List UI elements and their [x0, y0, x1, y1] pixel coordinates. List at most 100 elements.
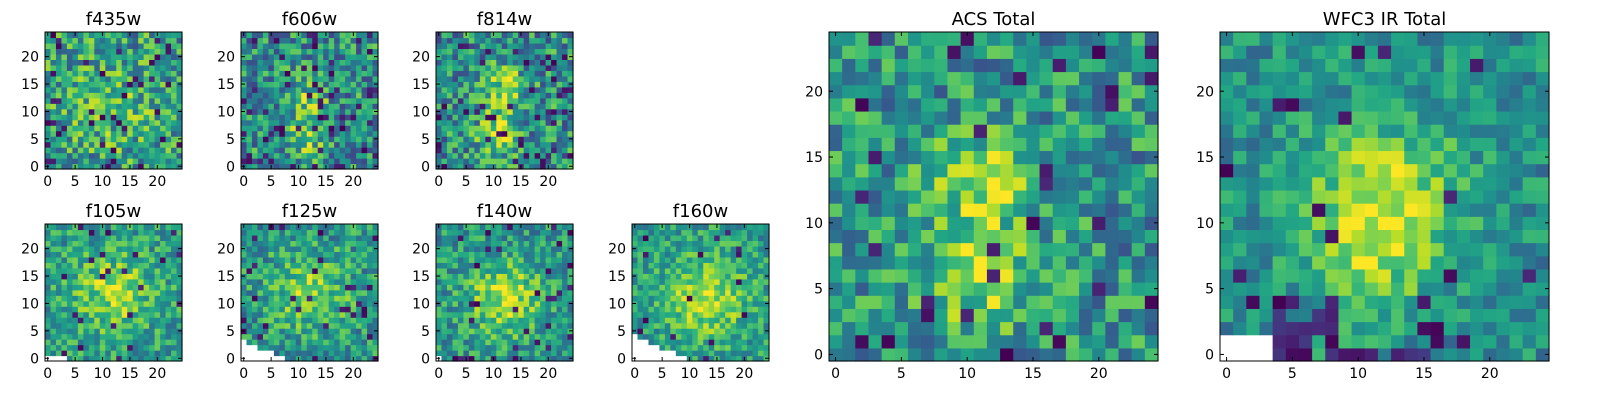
heatmap-cell: [45, 86, 52, 93]
x-tick-label: 20: [344, 174, 362, 190]
heatmap-cell: [350, 119, 357, 126]
heatmap-cell: [257, 289, 264, 296]
heatmap-cell: [545, 300, 552, 307]
heatmap-cell: [356, 32, 363, 39]
heatmap-cell: [143, 125, 150, 132]
heatmap-cell: [361, 278, 368, 285]
heatmap-cell: [61, 75, 68, 82]
heatmap-cell: [545, 278, 552, 285]
heatmap-cell: [251, 53, 259, 60]
heatmap-cell: [246, 295, 253, 302]
heatmap-cell: [973, 308, 988, 323]
heatmap-cell: [741, 273, 748, 280]
heatmap-cell: [446, 262, 454, 269]
heatmap-cell: [1144, 203, 1159, 217]
heatmap-cell: [960, 176, 975, 191]
heatmap-cell: [529, 119, 536, 126]
heatmap-cell: [241, 70, 248, 77]
heatmap-cell: [328, 158, 335, 165]
heatmap-cell: [72, 273, 79, 280]
heatmap-cell: [367, 163, 374, 170]
heatmap-cell: [567, 251, 574, 258]
heatmap-cell: [66, 141, 73, 148]
heatmap-cell: [262, 53, 269, 60]
heatmap-cell: [523, 48, 530, 55]
heatmap-cell: [301, 273, 308, 280]
heatmap-cell: [545, 119, 552, 126]
heatmap-cell: [345, 245, 352, 252]
heatmap-cell: [496, 59, 503, 66]
heatmap-cell: [474, 158, 481, 165]
heatmap-cell: [171, 158, 178, 165]
heatmap-cell: [50, 97, 57, 104]
heatmap-cell: [512, 262, 519, 269]
heatmap-cell: [66, 163, 73, 170]
heatmap-cell: [763, 322, 770, 329]
heatmap-cell: [262, 284, 269, 291]
heatmap-cell: [149, 152, 156, 159]
heatmap-cell: [441, 59, 448, 66]
heatmap-cell: [719, 262, 726, 269]
heatmap-cell: [143, 333, 150, 340]
heatmap-cell: [1092, 334, 1106, 349]
heatmap-cell: [1013, 163, 1027, 178]
heatmap-cell: [692, 344, 699, 351]
heatmap-cell: [77, 256, 84, 263]
heatmap-cell: [551, 103, 558, 110]
heatmap-cell: [556, 273, 563, 280]
heatmap-cell: [50, 317, 57, 324]
heatmap-cell: [110, 81, 117, 88]
heatmap-cell: [94, 70, 101, 77]
heatmap-cell: [741, 240, 748, 247]
heatmap-cell: [490, 251, 497, 258]
heatmap-cell: [105, 278, 112, 285]
heatmap-cell: [268, 311, 275, 318]
heatmap-cell: [290, 267, 297, 274]
heatmap-cell: [350, 273, 357, 280]
heatmap-cell: [306, 350, 313, 357]
heatmap-cell: [72, 339, 79, 346]
heatmap-cell: [317, 32, 324, 39]
heatmap-cell: [372, 224, 379, 231]
heatmap-cell: [50, 251, 57, 258]
heatmap-cell: [361, 300, 368, 307]
heatmap-cell: [485, 48, 492, 55]
heatmap-cell: [334, 147, 341, 154]
heatmap-cell: [55, 229, 63, 236]
heatmap-cell: [262, 86, 269, 93]
heatmap-cell: [246, 240, 253, 247]
heatmap-cell: [545, 103, 552, 110]
heatmap-cell: [719, 240, 726, 247]
heatmap-cell: [1144, 268, 1159, 283]
heatmap-cell: [545, 158, 552, 165]
heatmap-cell: [268, 48, 275, 55]
heatmap-cell: [257, 130, 264, 137]
heatmap-cell: [77, 273, 84, 280]
heatmap-cell: [686, 262, 693, 269]
heatmap-cell: [907, 163, 922, 178]
heatmap-cell: [295, 42, 302, 50]
heatmap-cell: [703, 339, 710, 346]
heatmap-cell: [523, 64, 530, 71]
heatmap-cell: [697, 229, 704, 236]
heatmap-cell: [94, 136, 101, 143]
heatmap-cell: [714, 295, 721, 302]
heatmap-cell: [317, 163, 324, 170]
heatmap-cell: [66, 136, 73, 143]
heatmap-cell: [463, 300, 470, 307]
heatmap-cell: [110, 59, 117, 66]
heatmap-cell: [290, 240, 297, 247]
heatmap-cell: [94, 256, 101, 263]
heatmap-cell: [463, 350, 470, 357]
heatmap-cell: [468, 81, 475, 88]
heatmap-cell: [372, 306, 379, 313]
heatmap-cell: [317, 245, 324, 252]
heatmap-cell: [279, 311, 286, 318]
heatmap-cell: [446, 333, 454, 340]
heatmap-cell: [176, 229, 183, 236]
y-tick-label: 5: [30, 324, 39, 340]
heatmap-cell: [556, 295, 563, 302]
heatmap-cell: [110, 114, 117, 121]
heatmap-cell: [160, 350, 167, 357]
x-tick-label: 15: [121, 174, 139, 190]
